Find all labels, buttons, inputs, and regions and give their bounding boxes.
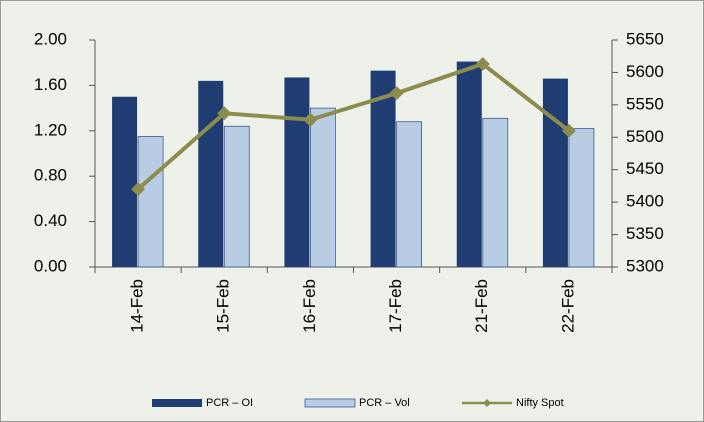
bar (542, 78, 568, 267)
y-tick-label: 0.00 (34, 256, 67, 275)
line-marker (389, 86, 404, 101)
y2-tick-label: 5400 (626, 192, 664, 211)
x-tick-label: 15-Feb (214, 279, 233, 333)
bar (284, 77, 310, 267)
y2-tick-label: 5500 (626, 127, 664, 146)
bar (137, 136, 164, 268)
y2-tick-label: 5550 (626, 94, 664, 113)
y2-tick-label: 5650 (626, 29, 664, 48)
bar (223, 125, 250, 268)
x-tick-label: 17-Feb (386, 279, 405, 333)
y-tick-label: 1.60 (34, 75, 67, 94)
legend-label: PCR – Vol (359, 397, 410, 409)
x-tick-label: 14-Feb (128, 279, 147, 333)
legend-swatch (483, 399, 491, 407)
x-tick-label: 21-Feb (472, 279, 491, 333)
bar (310, 107, 336, 268)
legend-label: PCR – OI (206, 397, 253, 409)
x-tick-label: 16-Feb (300, 279, 319, 333)
line (136, 61, 571, 191)
legend-label: Nifty Spot (516, 397, 564, 409)
line-marker (561, 123, 576, 138)
bar (396, 121, 422, 268)
y-tick-label: 0.80 (34, 166, 67, 185)
y2-tick-label: 5600 (626, 62, 664, 81)
legend-swatch (304, 398, 356, 408)
bar (370, 70, 396, 268)
x-tick-label: 22-Feb (558, 279, 577, 333)
y-tick-label: 0.40 (34, 211, 67, 230)
y-tick-label: 1.20 (34, 120, 67, 139)
y-tick-label: 2.00 (34, 29, 67, 48)
line-marker (131, 182, 146, 197)
bar (456, 61, 482, 267)
bar (198, 80, 224, 267)
legend-swatch (152, 399, 202, 407)
bar (568, 128, 595, 268)
line-marker (217, 106, 232, 121)
bar (112, 96, 138, 267)
y2-tick-label: 5450 (626, 159, 664, 178)
bar (482, 117, 509, 268)
line-marker (475, 56, 490, 71)
y2-tick-label: 5300 (626, 256, 664, 275)
y2-tick-label: 5350 (626, 224, 664, 243)
line-marker (303, 112, 318, 127)
